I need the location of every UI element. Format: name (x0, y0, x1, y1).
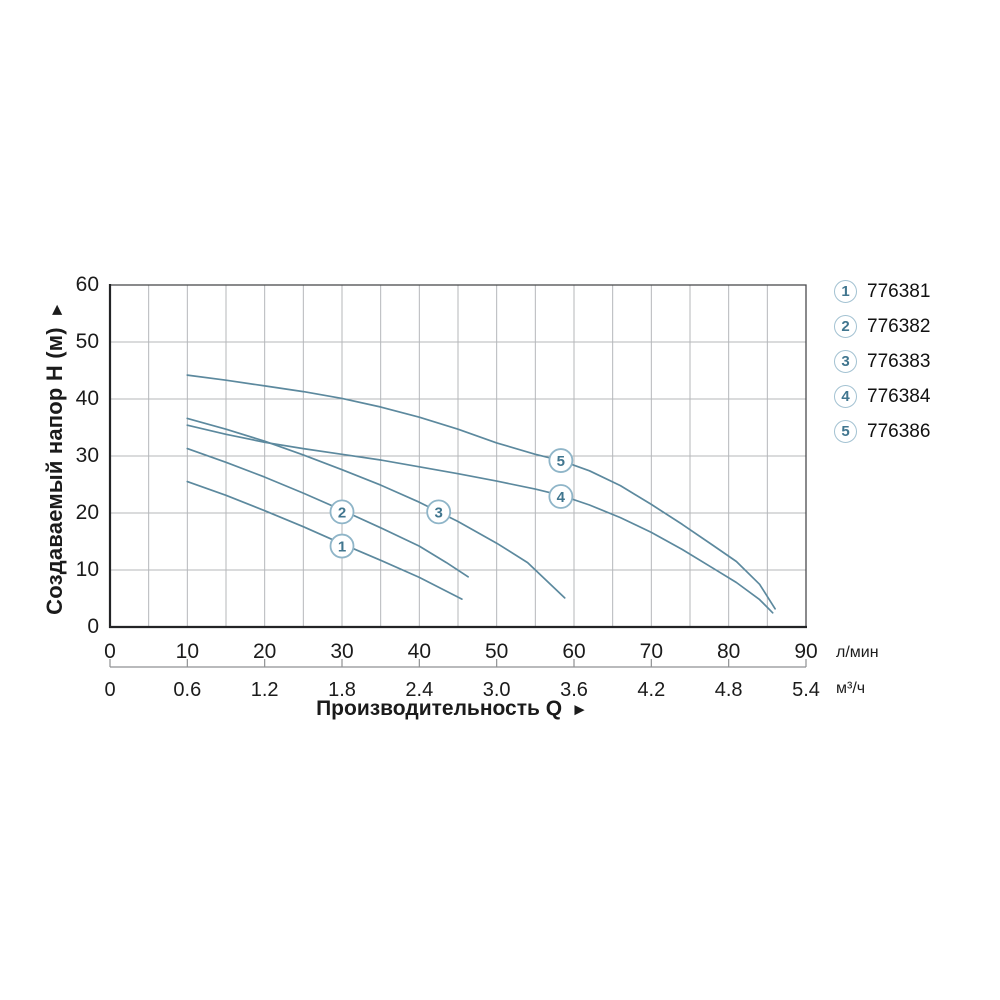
x-axis-unit-secondary: м³/ч (836, 680, 866, 697)
curve-776383 (186, 417, 566, 599)
legend: 1 776381 2 776382 3 776383 4 776384 5 776386 (834, 274, 930, 449)
curve-776386 (186, 374, 776, 610)
curve-label-circle-4 (548, 484, 574, 509)
x-tick-label-m3h: 0.6 (173, 679, 202, 701)
legend-number-circle: 4 (834, 385, 857, 408)
legend-number-circle: 3 (834, 350, 857, 373)
x-tick-label-m3h: 1.8 (328, 679, 356, 701)
curve-label-number-1: 1 (338, 538, 346, 555)
x-tick-label-lmin: 20 (252, 640, 277, 663)
curve-label-circle-2 (329, 499, 355, 525)
legend-item: 5 776386 (834, 414, 930, 449)
x-tick-label-m3h: 4.8 (714, 679, 743, 701)
legend-number-circle: 1 (834, 280, 857, 303)
legend-item: 3 776383 (834, 344, 930, 379)
y-tick-label: 50 (75, 330, 99, 353)
y-axis-up-arrow-icon: ► (47, 301, 66, 319)
x-tick-label-lmin: 0 (104, 640, 116, 663)
legend-model: 776386 (867, 420, 931, 442)
curve-label-circle-1 (329, 533, 355, 559)
x-tick-label-lmin: 60 (562, 640, 586, 663)
x-tick-label-lmin: 10 (175, 640, 199, 663)
legend-item: 2 776382 (834, 309, 930, 344)
legend-item: 1 776381 (834, 274, 930, 309)
legend-item: 4 776384 (834, 379, 930, 414)
y-tick-label: 10 (75, 558, 99, 581)
y-tick-label: 20 (75, 501, 99, 524)
x-tick-label-m3h: 3.0 (482, 679, 511, 701)
x-tick-label-lmin: 40 (407, 640, 431, 663)
x-tick-label-m3h: 3.6 (560, 679, 588, 701)
curve-label-circle-3 (426, 499, 452, 525)
legend-number-circle: 5 (834, 420, 857, 443)
legend-model: 776381 (867, 280, 931, 302)
x-tick-label-lmin: 80 (716, 640, 741, 663)
y-tick-label: 0 (87, 615, 99, 638)
x-axis-title: Производительность Q ► (316, 697, 588, 721)
x-tick-label-lmin: 90 (794, 640, 818, 663)
x-tick-label-lmin: 50 (484, 640, 509, 663)
x-tick-label-m3h: 1.2 (250, 679, 279, 701)
x-axis-title-text: Производительность Q (316, 697, 563, 720)
x-tick-label-m3h: 4.2 (637, 679, 666, 701)
x-axis-unit-primary: л/мин (836, 644, 879, 661)
y-tick-label: 30 (75, 444, 99, 467)
legend-model: 776383 (867, 350, 931, 372)
curve-label-number-4: 4 (557, 489, 566, 506)
legend-model: 776384 (867, 385, 931, 407)
x-tick-label-m3h: 0 (104, 679, 116, 701)
curve-label-number-5: 5 (557, 453, 565, 470)
curve-776384 (186, 424, 774, 614)
legend-model: 776382 (867, 315, 931, 337)
x-axis-right-arrow-icon: ► (571, 700, 588, 719)
x-tick-label-lmin: 30 (330, 640, 354, 663)
x-tick-label-lmin: 70 (639, 640, 663, 663)
curve-776381 (186, 480, 463, 600)
x-tick-label-m3h: 5.4 (792, 679, 820, 701)
curve-label-circle-5 (548, 448, 574, 473)
curve-label-number-2: 2 (338, 504, 346, 521)
x-tick-label-m3h: 2.4 (405, 679, 434, 701)
y-tick-label: 40 (75, 387, 99, 410)
legend-number-circle: 2 (834, 315, 857, 338)
y-tick-label: 60 (75, 273, 99, 296)
curve-label-number-3: 3 (434, 504, 442, 521)
